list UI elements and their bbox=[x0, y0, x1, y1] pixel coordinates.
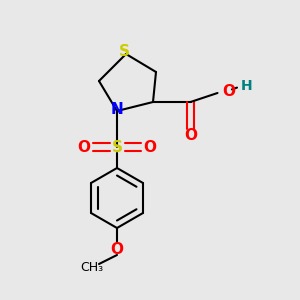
Text: O: O bbox=[110, 242, 124, 256]
Text: S: S bbox=[119, 44, 130, 59]
Text: CH₃: CH₃ bbox=[80, 261, 103, 274]
Text: O: O bbox=[222, 84, 235, 99]
Text: O: O bbox=[184, 128, 197, 143]
Text: H: H bbox=[241, 80, 253, 93]
Text: O: O bbox=[143, 140, 157, 154]
Text: N: N bbox=[111, 102, 123, 117]
Text: O: O bbox=[77, 140, 91, 154]
Text: S: S bbox=[112, 140, 122, 154]
